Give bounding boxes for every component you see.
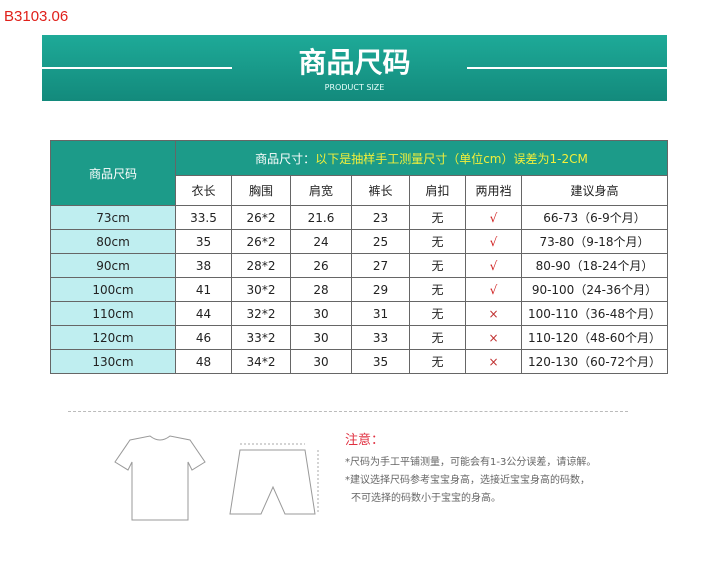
table-cell: 26*2	[231, 229, 291, 254]
notes: 注意： *尺码为手工平铺测量，可能会有1-3公分误差，请谅解。 *建议选择尺码参…	[345, 432, 596, 508]
table-cell: 32*2	[231, 301, 291, 326]
table-cell: 无	[409, 277, 466, 302]
note-line: 不可选择的码数小于宝宝的身高。	[351, 493, 501, 504]
table-cell: 27	[351, 253, 410, 278]
table-cell: ×	[465, 301, 522, 326]
size-cell: 73cm	[50, 205, 176, 230]
divider	[68, 411, 628, 412]
column-header: 两用裆	[465, 175, 522, 206]
table-row: 90cm 38 28*2 26 27 无 √ 80-90（18-24个月）	[50, 253, 668, 278]
table-cell: 90-100（24-36个月）	[521, 277, 668, 302]
table-cell: √	[465, 253, 522, 278]
product-code: B3103.06	[4, 8, 69, 25]
table-cell: √	[465, 205, 522, 230]
table-row: 120cm 46 33*2 30 33 无 × 110-120（48-60个月）	[50, 325, 668, 350]
table-cell: 38	[175, 253, 232, 278]
table-cell: 66-73（6-9个月）	[521, 205, 668, 230]
table-cell: 25	[351, 229, 410, 254]
banner: 商品尺码 PRODUCT SIZE	[42, 35, 667, 101]
size-table: 商品尺码 商品尺寸：以下是抽样手工测量尺寸（单位cm）误差为1-2CM 衣长 胸围…	[50, 140, 668, 374]
column-header: 建议身高	[521, 175, 668, 206]
table-cell: 34*2	[231, 349, 291, 374]
table-cell: 44	[175, 301, 232, 326]
table-cell: 35	[351, 349, 410, 374]
size-cell: 80cm	[50, 229, 176, 254]
table-cell: 46	[175, 325, 232, 350]
table-row: 80cm 35 26*2 24 25 无 √ 73-80（9-18个月）	[50, 229, 668, 254]
table-cell: 无	[409, 253, 466, 278]
garment-diagram-icon	[114, 435, 319, 521]
table-cell: 24	[290, 229, 352, 254]
table-cell: 26	[290, 253, 352, 278]
note-text: 以下是抽样手工测量尺寸（单位cm）误差为1-2CM	[315, 151, 588, 166]
size-cell: 90cm	[50, 253, 176, 278]
table-cell: √	[465, 229, 522, 254]
table-row: 100cm 41 30*2 28 29 无 √ 90-100（24-36个月）	[50, 277, 668, 302]
table-cell: 33.5	[175, 205, 232, 230]
divider	[42, 67, 232, 69]
table-cell: 29	[351, 277, 410, 302]
note-prefix: 商品尺寸：	[255, 151, 316, 166]
table-cell: 30	[290, 325, 352, 350]
column-header: 裤长	[351, 175, 410, 206]
column-header: 胸围	[231, 175, 291, 206]
table-cell: 无	[409, 301, 466, 326]
note-line: *尺码为手工平铺测量，可能会有1-3公分误差，请谅解。	[345, 457, 597, 468]
table-cell: 33*2	[231, 325, 291, 350]
size-header: 商品尺码	[50, 140, 176, 206]
table-cell: 无	[409, 229, 466, 254]
table-cell: 30	[290, 349, 352, 374]
table-cell: ×	[465, 325, 522, 350]
measure-note: 商品尺寸：以下是抽样手工测量尺寸（单位cm）误差为1-2CM	[175, 140, 668, 176]
note-line: *建议选择尺码参考宝宝身高，选接近宝宝身高的码数，	[345, 475, 590, 486]
banner-title: 商品尺码	[298, 46, 411, 79]
table-cell: 120-130（60-72个月）	[521, 349, 668, 374]
table-cell: 23	[351, 205, 410, 230]
table-cell: 41	[175, 277, 232, 302]
table-cell: 35	[175, 229, 232, 254]
table-row: 73cm 33.5 26*2 21.6 23 无 √ 66-73（6-9个月）	[50, 205, 668, 230]
column-header: 肩扣	[409, 175, 466, 206]
table-cell: 30	[290, 301, 352, 326]
column-header: 肩宽	[290, 175, 352, 206]
notes-title: 注意：	[345, 433, 385, 448]
table-cell: ×	[465, 349, 522, 374]
table-cell: 28*2	[231, 253, 291, 278]
table-cell: 110-120（48-60个月）	[521, 325, 668, 350]
column-header: 衣长	[175, 175, 232, 206]
table-cell: 48	[175, 349, 232, 374]
size-cell: 130cm	[50, 349, 176, 374]
table-cell: 21.6	[290, 205, 352, 230]
table-row: 130cm 48 34*2 30 35 无 × 120-130（60-72个月）	[50, 349, 668, 374]
table-cell: 无	[409, 325, 466, 350]
table-cell: 33	[351, 325, 410, 350]
divider	[467, 67, 667, 69]
banner-subtitle: PRODUCT SIZE	[324, 83, 385, 92]
table-cell: 28	[290, 277, 352, 302]
table-row: 110cm 44 32*2 30 31 无 × 100-110（36-48个月）	[50, 301, 668, 326]
size-cell: 100cm	[50, 277, 176, 302]
table-cell: 31	[351, 301, 410, 326]
table-cell: 73-80（9-18个月）	[521, 229, 668, 254]
table-cell: 无	[409, 205, 466, 230]
size-cell: 120cm	[50, 325, 176, 350]
size-cell: 110cm	[50, 301, 176, 326]
table-cell: 26*2	[231, 205, 291, 230]
table-cell: √	[465, 277, 522, 302]
table-cell: 100-110（36-48个月）	[521, 301, 668, 326]
table-cell: 80-90（18-24个月）	[521, 253, 668, 278]
table-cell: 30*2	[231, 277, 291, 302]
table-cell: 无	[409, 349, 466, 374]
